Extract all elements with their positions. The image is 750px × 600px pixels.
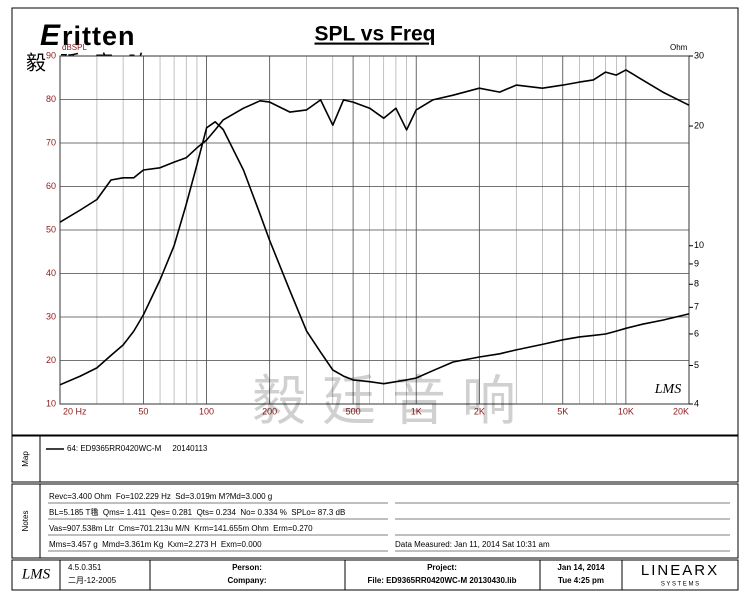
lms-badge: LMS (654, 382, 681, 397)
x-tick-label: 2K (474, 406, 485, 416)
x-tick-label: 20K (673, 406, 689, 416)
measured: Data Measured: Jan 11, 2014 Sat 10:31 am (395, 540, 550, 549)
note-line: Vas=907.538m Ltr Cms=701.213u M/N Krm=14… (49, 524, 313, 533)
y2-tick-label: 30 (694, 50, 704, 60)
y2-tick-label: 7 (694, 302, 699, 312)
y2-tick-label: 9 (694, 258, 699, 268)
y-tick-label: 90 (46, 50, 56, 60)
project: Project: (427, 563, 457, 572)
x-tick-label: 200 (262, 406, 277, 416)
y2-tick-label: 4 (694, 398, 699, 408)
x-tick-label: 100 (199, 406, 214, 416)
y-tick-label: 10 (46, 398, 56, 408)
y2-axis-label: Ohm (670, 43, 688, 52)
notes-frame (11, 483, 739, 559)
note-line: BL=5.185 T氇 Qms= 1.411 Qes= 0.281 Qts= 0… (49, 507, 345, 517)
y2-tick-label: 20 (694, 120, 704, 130)
y2-tick-label: 6 (694, 328, 699, 338)
person: Person: (232, 563, 262, 572)
y2-tick-label: 10 (694, 240, 704, 250)
y2-tick-label: 8 (694, 279, 699, 289)
note-line: Revc=3.400 Ohm Fo=102.229 Hz Sd=3.019m M… (49, 492, 272, 501)
y-axis-label: dBSPL (62, 43, 87, 52)
file: File: ED9365RR0420WC-M 20130430.lib (368, 576, 517, 585)
y2-tick-label: 5 (694, 360, 699, 370)
brand: LINEARX (641, 562, 719, 579)
x-tick-label: 500 (346, 406, 361, 416)
y-tick-label: 30 (46, 311, 56, 321)
x-tick-label: 10K (618, 406, 634, 416)
y-tick-label: 60 (46, 181, 56, 191)
time: Tue 4:25 pm (558, 576, 604, 585)
chart-title: SPL vs Freq (315, 23, 436, 46)
y-tick-label: 20 (46, 355, 56, 365)
logo-text: ritten (62, 21, 136, 51)
footer-logo: LMS (21, 566, 51, 582)
brand-sub: S Y S T E M S (661, 582, 699, 588)
y-tick-label: 40 (46, 268, 56, 278)
x-tick-label: 1K (411, 406, 422, 416)
x-tick-label: 50 (138, 406, 148, 416)
date: Jan 14, 2014 (557, 563, 605, 572)
version: 4.5.0.351 (68, 563, 102, 572)
x-tick-label: 5K (557, 406, 568, 416)
map-label: Map (21, 451, 30, 467)
watermark: 毅廷音响 (252, 371, 532, 431)
footer-frame (11, 559, 739, 591)
series-line (59, 121, 690, 386)
y-tick-label: 80 (46, 94, 56, 104)
series-line (59, 69, 690, 223)
chart-frame (11, 7, 739, 436)
logo-mark: E (40, 19, 61, 52)
y-tick-label: 50 (46, 224, 56, 234)
company: Company: (227, 576, 266, 585)
y-tick-label: 70 (46, 137, 56, 147)
x-tick-label: 20 Hz (63, 406, 87, 416)
note-line: Mms=3.457 g Mmd=3.361m Kg Kxm=2.273 H Ex… (49, 540, 262, 549)
build-date: 二月-12-2005 (68, 576, 117, 585)
notes-label: Notes (21, 511, 30, 532)
map-frame (11, 435, 739, 483)
legend-entry: 64: ED9365RR0420WC-M 20140113 (67, 444, 208, 453)
